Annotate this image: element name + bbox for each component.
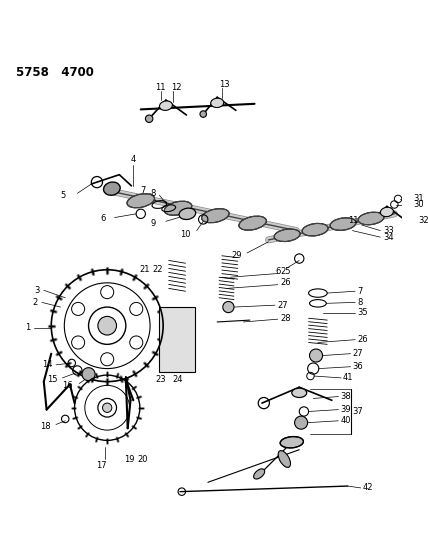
Text: 38: 38 [340, 392, 351, 401]
Ellipse shape [104, 182, 120, 195]
Text: 20: 20 [137, 455, 148, 464]
Text: 15: 15 [47, 375, 57, 384]
Text: 3: 3 [35, 286, 40, 295]
Ellipse shape [254, 469, 265, 479]
Text: 26: 26 [281, 278, 291, 287]
Bar [159, 307, 195, 373]
Ellipse shape [164, 201, 192, 215]
Text: 19: 19 [124, 455, 134, 464]
Ellipse shape [179, 208, 196, 220]
Text: 16: 16 [62, 381, 73, 390]
Text: 30: 30 [413, 200, 424, 209]
Text: 8: 8 [150, 189, 155, 198]
Text: 7: 7 [357, 287, 363, 296]
Text: 21: 21 [139, 265, 149, 274]
Text: 2: 2 [33, 298, 38, 307]
Text: 26: 26 [357, 335, 368, 344]
Text: 12: 12 [171, 83, 181, 92]
Text: 11: 11 [348, 216, 358, 225]
Text: 9: 9 [150, 219, 155, 228]
Text: 32: 32 [419, 216, 428, 225]
Text: 33: 33 [383, 226, 394, 235]
Text: 31: 31 [413, 195, 424, 204]
Text: 5758   4700: 5758 4700 [16, 66, 94, 78]
Text: 24: 24 [172, 375, 183, 384]
Text: 23: 23 [156, 375, 166, 384]
Text: 41: 41 [343, 374, 354, 382]
Text: 8: 8 [357, 298, 363, 307]
Text: 1: 1 [25, 323, 30, 332]
Text: 25: 25 [281, 267, 291, 276]
Text: 11: 11 [155, 83, 165, 92]
Circle shape [309, 349, 323, 362]
Circle shape [103, 403, 112, 413]
Text: 17: 17 [96, 461, 107, 470]
Text: 27: 27 [278, 301, 288, 310]
Text: 7: 7 [141, 186, 146, 195]
Ellipse shape [302, 223, 328, 236]
Circle shape [98, 317, 116, 335]
Ellipse shape [358, 212, 384, 225]
Circle shape [146, 115, 153, 123]
Text: 6: 6 [275, 267, 280, 276]
Text: 29: 29 [231, 251, 242, 260]
Ellipse shape [160, 101, 172, 110]
Text: 35: 35 [357, 308, 368, 317]
Text: 18: 18 [40, 422, 51, 431]
Ellipse shape [380, 207, 393, 216]
Text: 39: 39 [340, 405, 351, 414]
Text: 13: 13 [219, 80, 230, 88]
Text: 14: 14 [42, 360, 53, 369]
Circle shape [82, 368, 95, 381]
Text: 22: 22 [152, 265, 163, 274]
Circle shape [223, 302, 234, 313]
Ellipse shape [211, 98, 224, 108]
Ellipse shape [202, 209, 229, 223]
Text: 27: 27 [352, 349, 363, 358]
Ellipse shape [278, 450, 291, 467]
Ellipse shape [280, 437, 303, 448]
Ellipse shape [239, 216, 266, 230]
Text: 28: 28 [281, 314, 291, 323]
Text: 10: 10 [180, 230, 190, 239]
Ellipse shape [274, 229, 300, 241]
Text: 37: 37 [352, 407, 363, 416]
Text: 6: 6 [101, 214, 106, 223]
Text: 34: 34 [383, 232, 394, 241]
Text: 36: 36 [352, 362, 363, 371]
Circle shape [200, 111, 206, 117]
Ellipse shape [330, 218, 356, 230]
Text: 4: 4 [131, 155, 136, 164]
Text: 40: 40 [340, 416, 351, 425]
Ellipse shape [292, 388, 307, 398]
Text: 5: 5 [61, 191, 66, 200]
Ellipse shape [127, 194, 155, 208]
Text: 42: 42 [363, 483, 373, 492]
Circle shape [294, 416, 308, 429]
